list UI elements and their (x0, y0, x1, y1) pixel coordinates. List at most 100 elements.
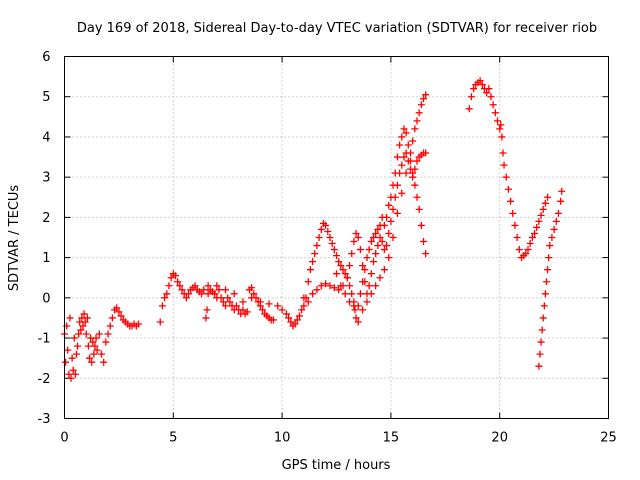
data-point (538, 326, 546, 334)
data-point (291, 320, 299, 328)
data-point (134, 320, 142, 328)
x-tick-label: 25 (600, 431, 617, 446)
data-point (465, 105, 473, 113)
data-point (372, 250, 380, 258)
data-point (393, 153, 401, 161)
data-point (552, 217, 560, 225)
data-point (542, 278, 550, 286)
data-point (548, 234, 556, 241)
data-point (554, 209, 562, 217)
data-point (396, 141, 404, 149)
data-point (393, 209, 401, 217)
data-point (400, 153, 408, 161)
data-point (558, 187, 566, 195)
data-point (385, 201, 393, 209)
data-point (224, 294, 232, 302)
data-point (417, 221, 425, 229)
data-point (346, 298, 354, 306)
data-point (300, 294, 308, 302)
data-point (374, 225, 382, 233)
data-point (250, 290, 258, 298)
data-point (483, 89, 491, 97)
data-point (513, 234, 521, 241)
data-point (222, 302, 230, 310)
data-point (356, 246, 364, 254)
data-point (387, 217, 395, 225)
data-point (544, 266, 552, 274)
data-point (415, 205, 423, 213)
data-point (372, 282, 380, 290)
x-tick-label: 20 (491, 431, 508, 446)
data-point (269, 316, 277, 324)
data-point (367, 290, 375, 298)
data-point (380, 266, 388, 274)
data-point (70, 334, 78, 342)
data-point (526, 240, 534, 248)
data-point (487, 93, 495, 101)
data-point (330, 284, 338, 292)
data-point (385, 254, 393, 262)
data-point (80, 310, 88, 318)
data-point (376, 274, 384, 282)
data-point (326, 282, 334, 290)
data-point (376, 234, 384, 241)
data-point (311, 250, 319, 258)
y-tick-label: 6 (42, 50, 50, 65)
data-point (411, 125, 419, 133)
data-point (557, 197, 565, 205)
data-point (202, 314, 210, 322)
data-point (75, 330, 83, 338)
data-point (333, 252, 340, 260)
data-point (182, 294, 190, 302)
data-point (322, 280, 330, 288)
data-point (178, 286, 186, 294)
data-point (398, 133, 406, 141)
data-point (404, 157, 412, 165)
data-point (498, 133, 506, 141)
data-point (528, 234, 536, 241)
data-point (348, 290, 356, 298)
data-point (337, 282, 345, 290)
data-point (167, 274, 175, 282)
data-marks (61, 77, 566, 382)
data-point (531, 229, 539, 237)
data-point (413, 193, 421, 201)
data-point (69, 366, 77, 374)
data-point (333, 270, 340, 278)
data-point (341, 270, 349, 278)
y-tick-label: -1 (38, 332, 51, 347)
data-point (113, 304, 121, 312)
data-point (84, 342, 92, 350)
data-point (539, 205, 547, 213)
data-point (330, 246, 338, 254)
data-point (500, 161, 508, 169)
data-point (546, 242, 554, 250)
data-point (400, 125, 408, 133)
data-point (380, 246, 388, 254)
data-point (509, 209, 517, 217)
data-point (389, 234, 397, 241)
data-point (239, 298, 247, 306)
data-point (298, 306, 306, 314)
data-point (315, 234, 323, 241)
y-axis-label: SDTVAR / TECUs (7, 185, 22, 292)
data-point (507, 197, 515, 205)
data-point (81, 318, 89, 326)
data-point (361, 278, 369, 286)
y-tick-label: 0 (42, 291, 50, 306)
data-point (351, 306, 359, 314)
data-point (341, 290, 349, 298)
data-point (369, 258, 377, 266)
data-point (537, 211, 545, 219)
data-point (524, 246, 532, 254)
x-tick-label: 15 (383, 431, 400, 446)
data-point (117, 312, 125, 320)
data-point (282, 310, 290, 318)
data-point (213, 294, 221, 302)
data-point (522, 250, 530, 258)
data-point (402, 169, 410, 177)
data-point (156, 318, 164, 326)
data-point (383, 213, 391, 221)
data-point (363, 254, 371, 262)
